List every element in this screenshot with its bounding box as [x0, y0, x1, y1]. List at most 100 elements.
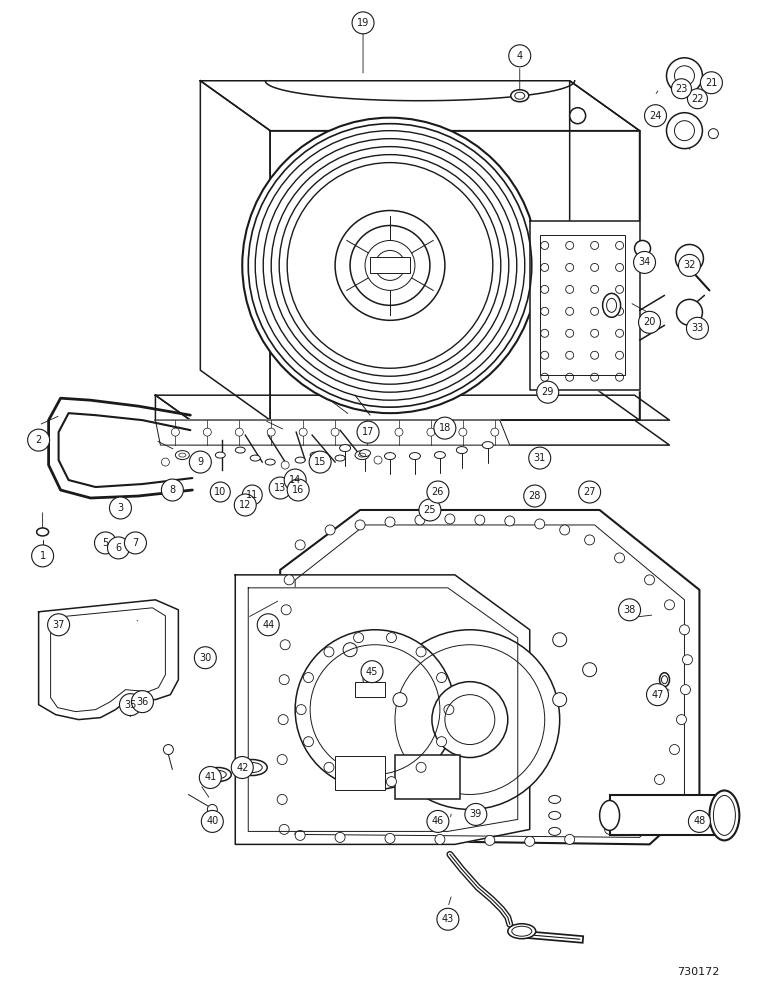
Polygon shape	[155, 395, 191, 445]
Circle shape	[120, 694, 141, 716]
Ellipse shape	[549, 827, 560, 835]
Text: 22: 22	[691, 94, 704, 104]
Ellipse shape	[508, 924, 536, 939]
Circle shape	[427, 481, 449, 503]
Circle shape	[645, 575, 655, 585]
Circle shape	[357, 421, 379, 443]
Circle shape	[427, 428, 435, 436]
Text: 33: 33	[691, 323, 703, 333]
Text: 11: 11	[246, 490, 259, 500]
Polygon shape	[249, 588, 518, 831]
Ellipse shape	[511, 90, 529, 102]
Text: 45: 45	[366, 667, 378, 677]
Ellipse shape	[468, 807, 482, 815]
Circle shape	[638, 311, 661, 333]
Circle shape	[686, 317, 709, 339]
Circle shape	[709, 129, 719, 139]
Circle shape	[124, 532, 147, 554]
Circle shape	[669, 745, 679, 755]
Text: 21: 21	[706, 78, 718, 88]
Text: 7: 7	[132, 538, 139, 548]
Circle shape	[161, 479, 184, 501]
Ellipse shape	[175, 451, 189, 460]
Ellipse shape	[135, 697, 145, 703]
Circle shape	[666, 113, 703, 149]
Circle shape	[635, 240, 651, 256]
Text: 35: 35	[124, 700, 137, 710]
Circle shape	[584, 535, 594, 545]
Circle shape	[709, 74, 719, 84]
Circle shape	[459, 428, 467, 436]
Circle shape	[235, 428, 243, 436]
Circle shape	[281, 461, 290, 469]
Circle shape	[269, 477, 291, 499]
Circle shape	[355, 520, 365, 530]
Circle shape	[427, 810, 449, 832]
Circle shape	[434, 417, 456, 439]
Ellipse shape	[659, 673, 669, 687]
Circle shape	[689, 810, 710, 832]
Text: 19: 19	[357, 18, 369, 28]
Text: 34: 34	[638, 257, 651, 267]
Circle shape	[680, 685, 690, 695]
Circle shape	[665, 600, 675, 610]
Ellipse shape	[250, 455, 260, 461]
Circle shape	[535, 519, 545, 529]
Circle shape	[444, 705, 454, 715]
Polygon shape	[570, 81, 639, 420]
Circle shape	[385, 517, 395, 527]
Circle shape	[48, 614, 69, 636]
Text: 2: 2	[36, 435, 42, 445]
Circle shape	[354, 777, 364, 787]
Circle shape	[475, 515, 485, 525]
Text: 41: 41	[204, 772, 216, 782]
Text: 13: 13	[274, 483, 286, 493]
Circle shape	[203, 428, 212, 436]
Circle shape	[679, 254, 700, 276]
Circle shape	[277, 794, 287, 804]
Text: 10: 10	[214, 487, 226, 497]
Circle shape	[131, 691, 154, 713]
Ellipse shape	[205, 768, 232, 781]
Circle shape	[295, 830, 305, 840]
Circle shape	[682, 655, 692, 665]
Polygon shape	[280, 510, 699, 844]
Ellipse shape	[193, 456, 208, 465]
Circle shape	[303, 737, 313, 747]
Circle shape	[284, 575, 294, 585]
Text: 12: 12	[239, 500, 252, 510]
Polygon shape	[39, 600, 178, 720]
Text: 24: 24	[649, 111, 662, 121]
Circle shape	[635, 802, 645, 812]
Circle shape	[700, 72, 723, 94]
Circle shape	[242, 118, 538, 413]
Circle shape	[505, 516, 515, 526]
Text: 25: 25	[424, 505, 436, 515]
Circle shape	[208, 804, 217, 814]
Polygon shape	[201, 81, 270, 420]
Text: 26: 26	[432, 487, 444, 497]
Text: 6: 6	[116, 543, 121, 553]
Text: 39: 39	[469, 809, 482, 819]
Circle shape	[280, 640, 290, 650]
Circle shape	[324, 762, 334, 772]
Circle shape	[335, 832, 345, 842]
Circle shape	[375, 250, 405, 280]
Circle shape	[365, 240, 415, 290]
Circle shape	[465, 803, 487, 825]
Polygon shape	[530, 221, 639, 390]
Text: 32: 32	[683, 260, 696, 270]
Circle shape	[161, 458, 169, 466]
Text: 38: 38	[624, 605, 635, 615]
Circle shape	[278, 715, 288, 725]
Ellipse shape	[36, 528, 49, 536]
Text: 9: 9	[198, 457, 203, 467]
Polygon shape	[51, 608, 165, 712]
Ellipse shape	[335, 455, 345, 461]
Polygon shape	[155, 420, 510, 445]
Ellipse shape	[603, 293, 621, 317]
Circle shape	[579, 481, 601, 503]
Ellipse shape	[482, 442, 493, 449]
Circle shape	[655, 775, 665, 784]
Circle shape	[28, 429, 49, 451]
